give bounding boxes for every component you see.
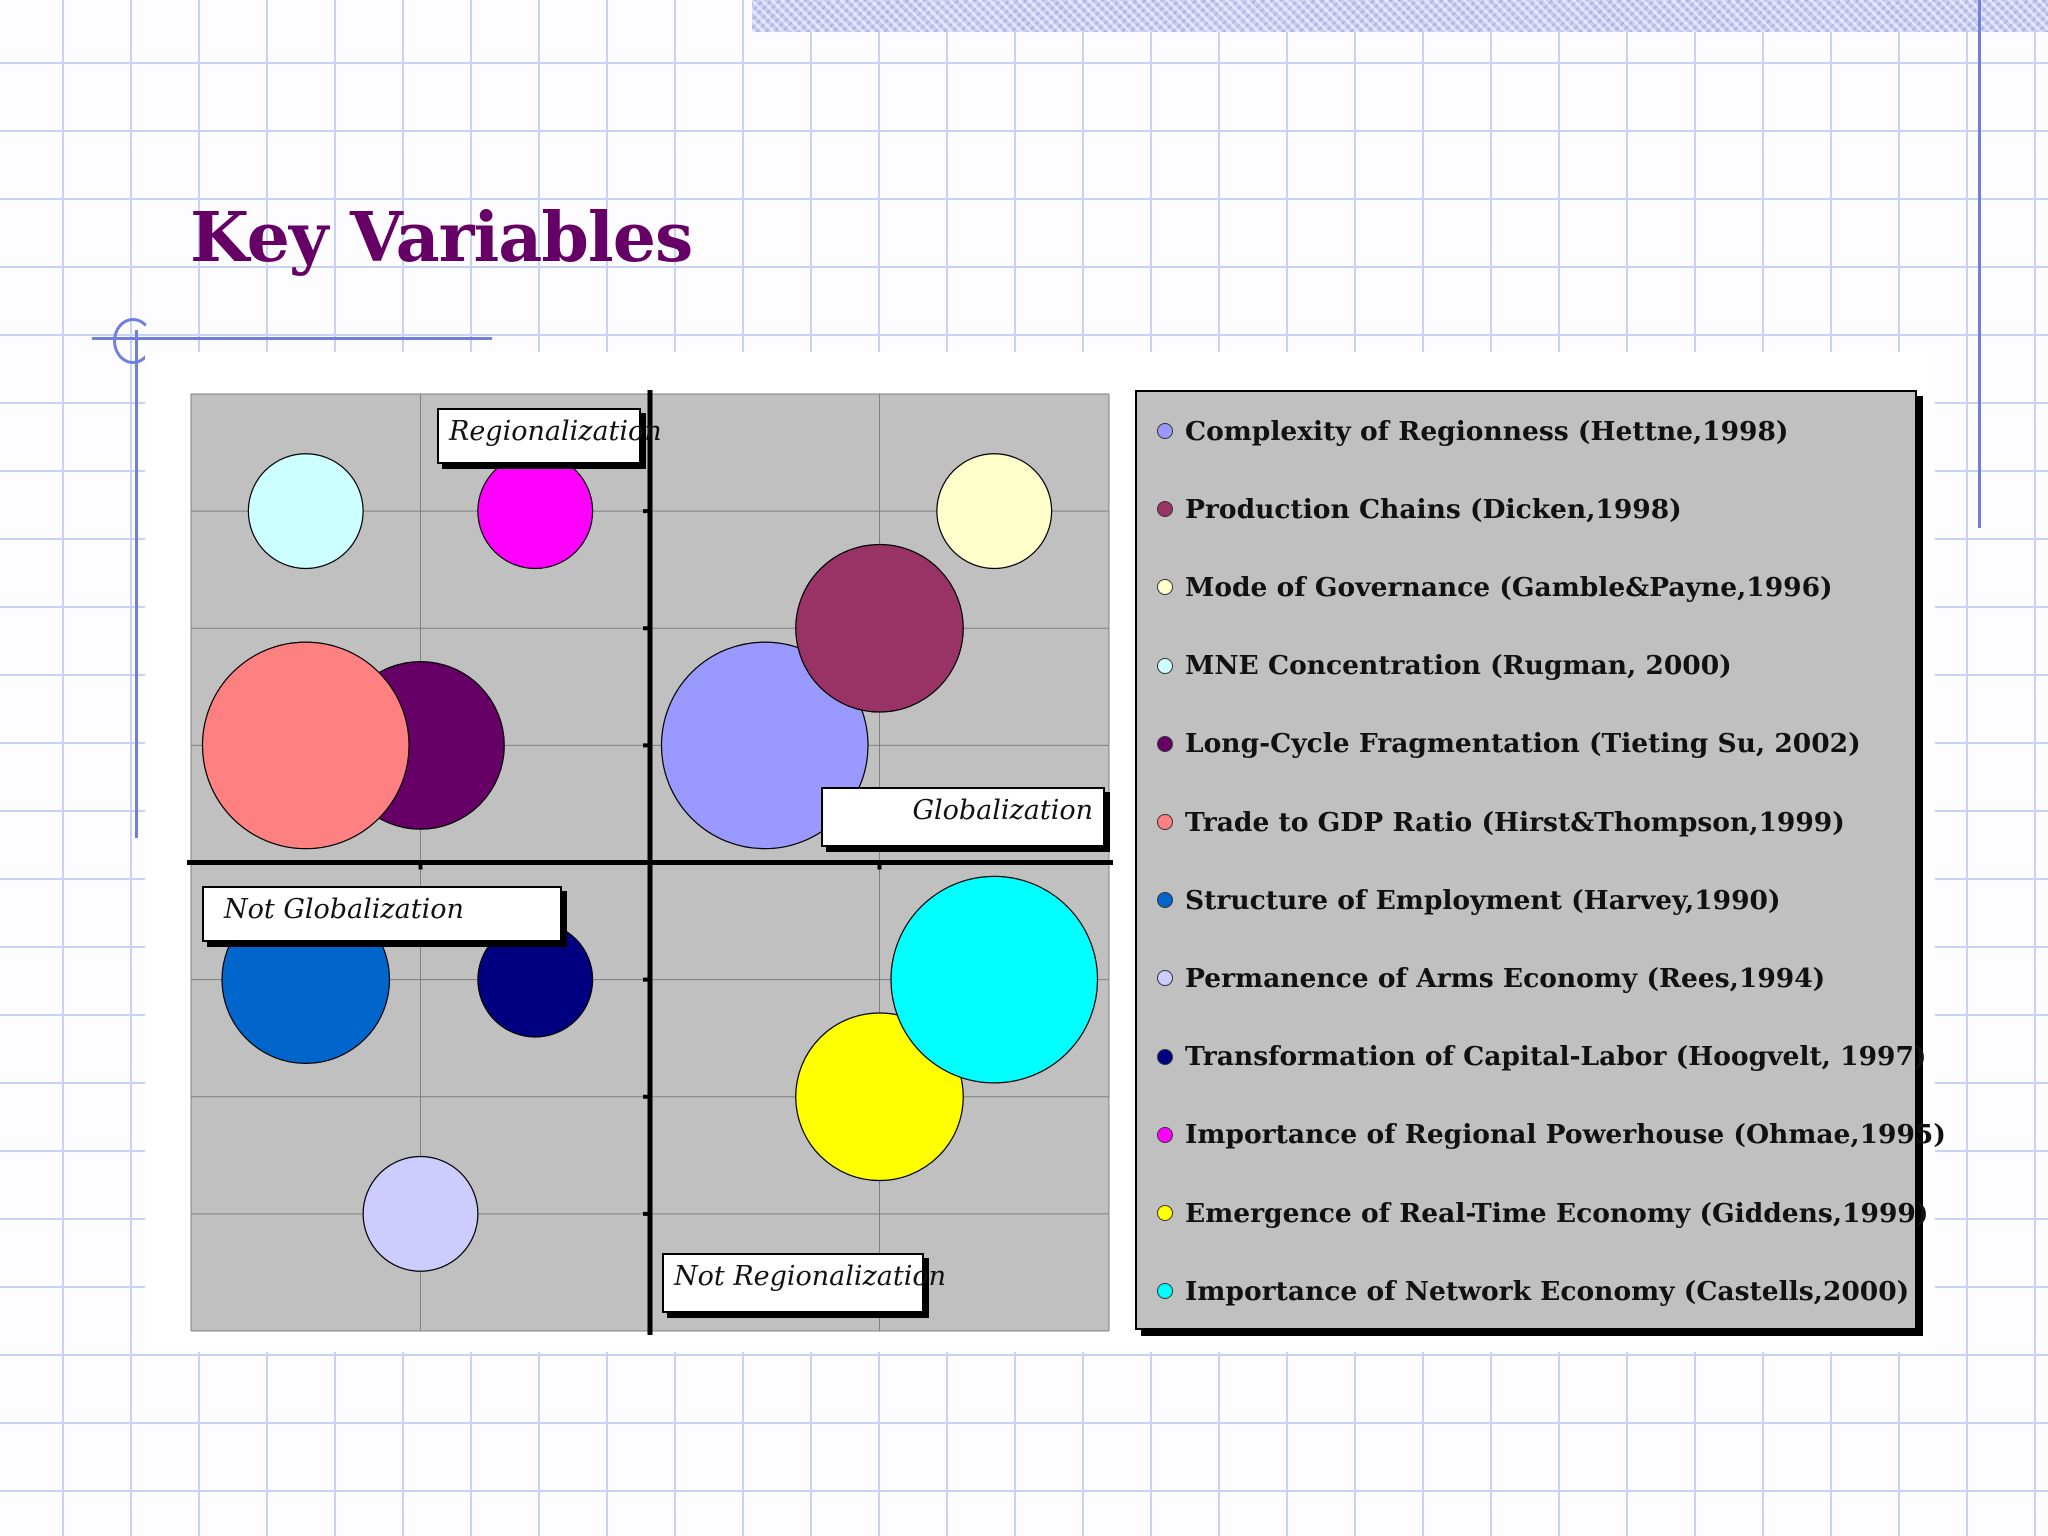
legend-swatch xyxy=(1157,423,1173,439)
legend-label: Permanence of Arms Economy (Rees,1994) xyxy=(1185,962,1826,994)
decorative-top-band xyxy=(752,0,2048,32)
legend-swatch xyxy=(1157,970,1173,987)
legend-label: Mode of Governance (Gamble&Payne,1996) xyxy=(1185,571,1833,603)
legend-item: Trade to GDP Ratio (Hirst&Thompson,1999) xyxy=(1157,802,1845,842)
bubble-point-11 xyxy=(795,1012,964,1182)
legend-label: Emergence of Real-Time Economy (Giddens,… xyxy=(1185,1197,1929,1229)
legend-item: Long-Cycle Fragmentation (Tieting Su, 20… xyxy=(1157,724,1861,764)
legend-label: Structure of Employment (Harvey,1990) xyxy=(1185,884,1781,916)
quadrant-label-not-globalization: Not Globalization xyxy=(202,886,562,942)
bubble-point-6 xyxy=(201,641,410,850)
decorative-title-rule xyxy=(92,337,492,340)
bubble-point-10 xyxy=(477,453,594,570)
legend-label: Long-Cycle Fragmentation (Tieting Su, 20… xyxy=(1185,728,1861,760)
legend-swatch xyxy=(1157,657,1173,674)
legend-swatch xyxy=(1157,814,1173,830)
legend-label: Production Chains (Dicken,1998) xyxy=(1185,493,1682,525)
legend-label: Trade to GDP Ratio (Hirst&Thompson,1999) xyxy=(1185,806,1845,838)
bubble-point-12 xyxy=(890,875,1099,1084)
legend-swatch xyxy=(1157,1205,1173,1221)
chart-legend: Complexity of Regionness (Hettne,1998) Pr… xyxy=(1135,390,1946,1330)
legend-item: Importance of Network Economy (Castells,… xyxy=(1157,1271,1909,1311)
legend-item: Importance of Regional Powerhouse (Ohmae… xyxy=(1157,1115,1946,1155)
legend-label: MNE Concentration (Rugman, 2000) xyxy=(1185,650,1732,682)
legend-swatch xyxy=(1157,892,1173,909)
bubble-point-3 xyxy=(936,453,1053,570)
legend-item: Permanence of Arms Economy (Rees,1994) xyxy=(1157,958,1825,998)
bubble-point-8 xyxy=(362,1155,479,1272)
legend-label: Complexity of Regionness (Hettne,1998) xyxy=(1185,415,1789,447)
legend-item: Mode of Governance (Gamble&Payne,1996) xyxy=(1157,567,1833,607)
page-title: Key Variables xyxy=(190,198,693,278)
legend-label: Importance of Network Economy (Castells,… xyxy=(1185,1275,1910,1307)
axes xyxy=(187,390,1113,1335)
legend-swatch xyxy=(1157,501,1173,518)
legend-swatch xyxy=(1157,1126,1173,1143)
legend-item: Transformation of Capital-Labor (Hoogvel… xyxy=(1157,1037,1926,1077)
bubble-point-1 xyxy=(660,641,869,850)
legend-label: Importance of Regional Powerhouse (Ohmae… xyxy=(1185,1119,1946,1151)
decorative-right-rule xyxy=(1978,0,1981,528)
legend-label: Transformation of Capital-Labor (Hoogvel… xyxy=(1185,1041,1927,1073)
legend-item: Complexity of Regionness (Hettne,1998) xyxy=(1157,411,1788,451)
decorative-left-rule xyxy=(135,330,138,838)
legend-swatch xyxy=(1157,579,1173,596)
decorative-circle xyxy=(113,318,153,364)
legend-item: MNE Concentration (Rugman, 2000) xyxy=(1157,646,1732,686)
quadrant-label-not-regionalization: Not Regionalization xyxy=(662,1253,946,1313)
bubble-point-2 xyxy=(795,543,964,713)
quadrant-label-regionalization: Regionalization xyxy=(437,408,662,464)
legend-swatch xyxy=(1157,1048,1173,1065)
legend-item: Structure of Employment (Harvey,1990) xyxy=(1157,880,1781,920)
legend-swatch xyxy=(1157,1283,1173,1300)
legend-item: Emergence of Real-Time Economy (Giddens,… xyxy=(1157,1193,1928,1233)
bubble-point-4 xyxy=(247,453,364,570)
quadrant-label-globalization: Globalization xyxy=(821,787,1105,847)
legend-swatch xyxy=(1157,735,1173,752)
legend-item: Production Chains (Dicken,1998) xyxy=(1157,489,1682,529)
